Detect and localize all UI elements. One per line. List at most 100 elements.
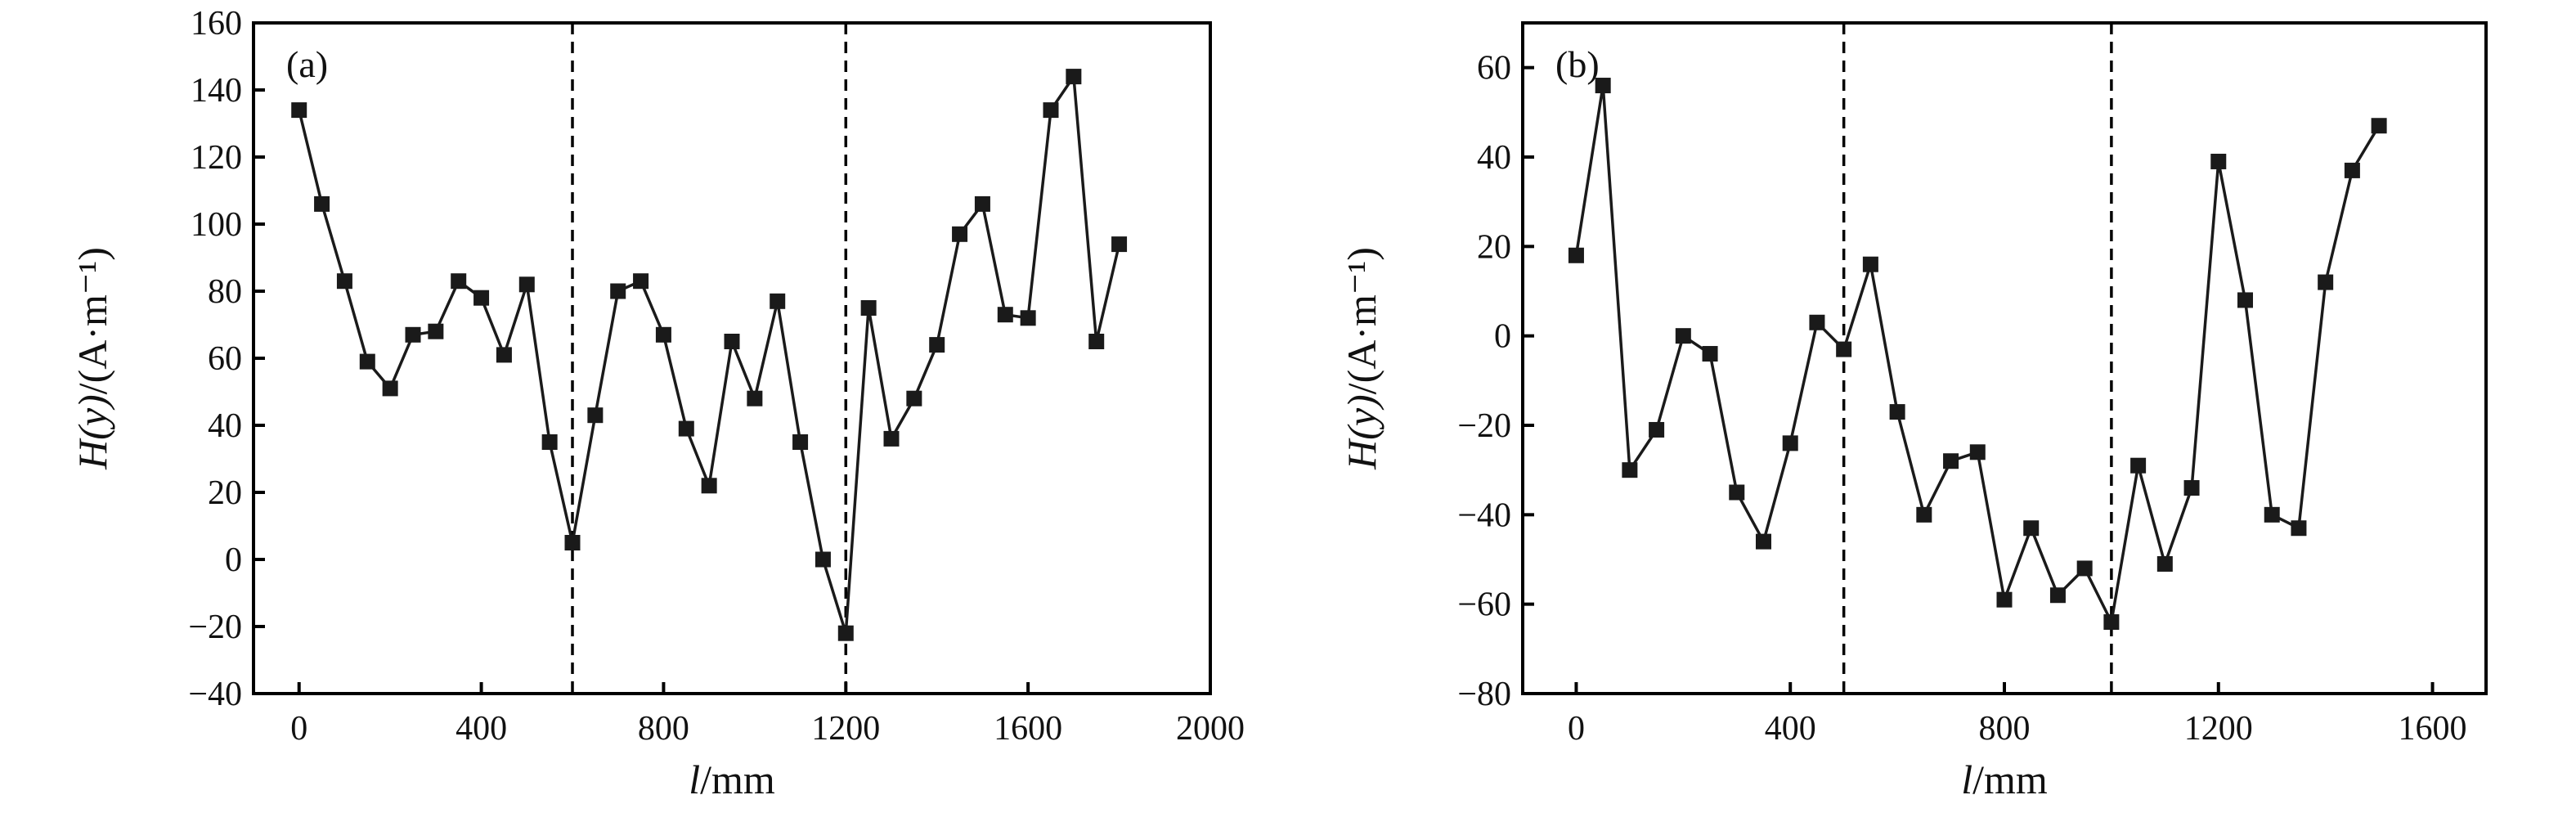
y-tick-label-b: 20 (1477, 228, 1511, 266)
y-axis-label-unit-a: /(A·m⁻¹) (70, 247, 115, 394)
panel-b: 0 400 800 1200 1600 −80 −60 −40 −20 0 20 40 60 (b) l… (1339, 21, 2488, 802)
y-tick-label-a: 20 (208, 474, 242, 512)
y-tick-label-a: −20 (188, 609, 242, 646)
data-point-b (1969, 444, 1986, 460)
data-point-b (1782, 435, 1798, 451)
data-point-a (633, 273, 649, 290)
data-point-a (1111, 236, 1128, 253)
data-point-a (610, 283, 626, 299)
panel-label-b: (b) (1555, 43, 1600, 85)
data-point-b (2076, 560, 2093, 577)
data-point-b (2130, 457, 2147, 474)
y-tick-label-a: 140 (191, 72, 242, 110)
data-point-a (792, 434, 809, 450)
data-point-b (2183, 480, 2200, 496)
x-axis-label-unit-a: /mm (700, 757, 775, 802)
data-point-a (655, 326, 671, 343)
y-tick-label-a: −40 (188, 676, 242, 713)
x-tick-label-a: 0 (290, 710, 307, 748)
data-point-a (587, 407, 604, 424)
axis-ticks-a: 0 400 800 1200 1600 2000 −40 −20 0 20 40 60 80 100 120… (188, 5, 1245, 748)
data-point-b (1916, 506, 1932, 523)
data-point-a (883, 430, 900, 447)
x-tick-label-b: 1200 (2184, 710, 2253, 748)
data-point-a (701, 478, 717, 494)
data-point-b (2264, 506, 2280, 523)
y-tick-label-a: 160 (191, 5, 242, 43)
data-point-b (1675, 328, 1691, 344)
data-point-b (2318, 274, 2334, 290)
y-tick-label-b: 0 (1494, 318, 1511, 356)
data-point-a (1066, 69, 1082, 85)
series-b (1568, 78, 2387, 631)
data-point-a (770, 293, 786, 309)
data-point-b (1702, 346, 1718, 362)
y-tick-label-a: 120 (191, 139, 242, 177)
data-point-b (2291, 520, 2307, 537)
data-point-b (1622, 462, 1638, 478)
x-axis-label-a: l/mm (689, 757, 775, 802)
x-tick-label-a: 400 (456, 710, 507, 748)
data-point-b (2371, 118, 2387, 134)
data-point-a (336, 273, 352, 290)
data-point-a (929, 337, 945, 353)
x-tick-label-b: 800 (1979, 710, 2031, 748)
x-tick-label-b: 0 (1568, 710, 1585, 748)
data-point-a (564, 535, 581, 550)
data-point-a (678, 420, 694, 437)
data-point-a (724, 334, 740, 349)
data-point-b (1809, 314, 1825, 330)
x-axis-label-b: l/mm (1961, 757, 2048, 802)
x-axis-label-symbol-a: l (689, 757, 700, 802)
y-axis-label-b: H(y)/(A·m⁻¹) (1339, 247, 1384, 470)
x-tick-label-a: 800 (638, 710, 689, 748)
data-point-a (952, 226, 968, 242)
data-point-b (2210, 153, 2227, 169)
x-tick-label-a: 1600 (994, 710, 1062, 748)
axis-ticks-b: 0 400 800 1200 1600 −80 −60 −40 −20 0 20 40 60 (1457, 50, 2466, 748)
y-tick-label-b: −60 (1457, 586, 1511, 624)
y-axis-label-unit-b: /(A·m⁻¹) (1339, 247, 1384, 394)
data-point-b (1943, 453, 1959, 469)
data-point-b (1595, 78, 1611, 94)
y-axis-label-symbol-a: H(y) (70, 394, 115, 470)
data-point-b (1836, 341, 1852, 357)
panel-label-a: (a) (286, 43, 328, 85)
y-tick-label-a: 100 (191, 206, 242, 244)
data-point-a (1088, 334, 1105, 349)
series-line-b (1574, 83, 2381, 624)
data-point-a (747, 390, 763, 406)
x-tick-label-a: 1200 (811, 710, 880, 748)
y-tick-label-b: −20 (1457, 407, 1511, 445)
data-point-a (837, 625, 854, 641)
dashed-dividers-a (571, 23, 848, 694)
data-point-a (314, 195, 330, 212)
data-point-a (518, 276, 535, 293)
data-point-b (1568, 247, 1584, 263)
data-point-a (997, 307, 1013, 323)
y-axis-label-a: H(y)/(A·m⁻¹) (70, 247, 115, 470)
y-tick-label-a: 80 (208, 273, 242, 311)
y-tick-label-a: 40 (208, 407, 242, 445)
panel-a: 0 400 800 1200 1600 2000 −40 −20 0 20 40 60 80 100 120… (70, 5, 1245, 802)
data-point-b (2237, 292, 2253, 308)
data-point-b (1649, 421, 1665, 438)
data-point-b (1729, 484, 1745, 501)
y-tick-label-b: −40 (1457, 496, 1511, 534)
data-point-b (1889, 404, 1905, 420)
data-point-a (405, 326, 421, 343)
series-a (291, 69, 1128, 641)
y-tick-label-b: 60 (1477, 50, 1511, 88)
data-point-a (359, 353, 375, 370)
x-tick-label-b: 1600 (2399, 710, 2467, 748)
y-tick-label-b: 40 (1477, 139, 1511, 177)
data-point-a (473, 290, 490, 306)
data-point-b (2156, 555, 2173, 572)
data-point-b (2103, 614, 2120, 631)
y-tick-label-a: 0 (225, 541, 242, 579)
data-point-b (2023, 520, 2040, 537)
data-point-a (1020, 310, 1036, 326)
data-point-a (860, 300, 877, 316)
x-tick-label-b: 400 (1765, 710, 1816, 748)
